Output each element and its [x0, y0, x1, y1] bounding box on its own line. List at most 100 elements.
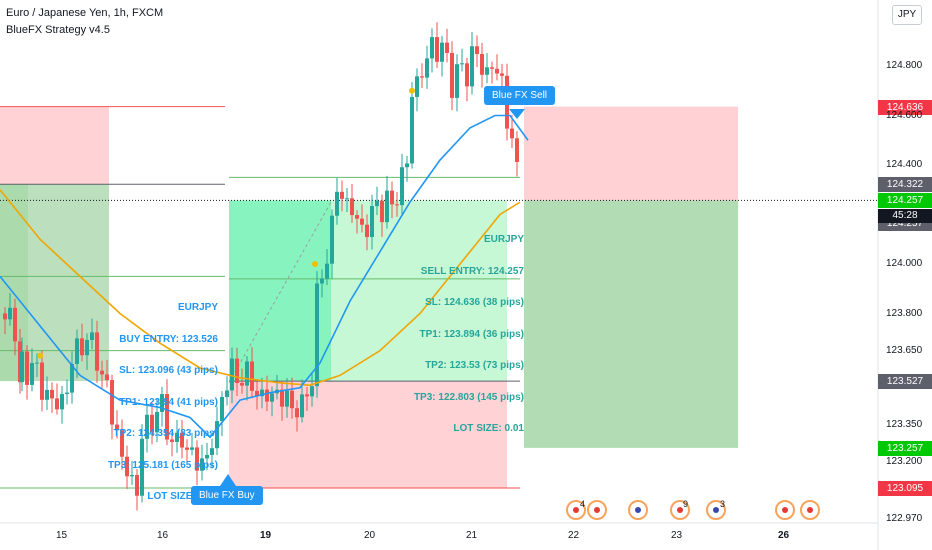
candle-body [90, 332, 94, 341]
candle-body [215, 421, 219, 449]
loss-zone [0, 106, 109, 185]
price-tick-label: 124.400 [886, 159, 923, 170]
candle-body [140, 438, 144, 496]
candle-body [315, 283, 319, 387]
price-tag: 124.257 [878, 193, 932, 209]
signal-dot [312, 261, 318, 267]
candle-body [65, 392, 69, 394]
loss-zone [524, 106, 738, 201]
candle-body [375, 200, 379, 207]
candle-body [110, 380, 114, 425]
sell-stat-line: SL: 124.636 (38 pips) [425, 297, 524, 308]
economic-event-icon[interactable] [800, 500, 820, 520]
symbol-title: Euro / Japanese Yen, 1h, FXCM [6, 7, 164, 19]
candle-body [485, 67, 489, 75]
slow-ema-line [0, 189, 521, 387]
candle-body [220, 397, 224, 422]
candle-body [30, 363, 34, 385]
candle-body [70, 363, 74, 393]
economic-event-icon[interactable] [775, 500, 795, 520]
candle-body [335, 191, 339, 216]
candle-body [200, 458, 204, 471]
candle-body [175, 432, 179, 442]
candle-body [370, 206, 374, 238]
candle-body [115, 424, 119, 431]
candle-body [255, 390, 259, 397]
time-tick-label: 22 [568, 530, 580, 541]
buy-trade-stats: EURJPY BUY ENTRY: 123.526 SL: 123.096 (4… [108, 282, 218, 524]
sell-stat-line: LOT SIZE: 0.01 [453, 423, 524, 434]
candle-body [405, 163, 409, 168]
price-tag: 123.257 [878, 440, 932, 456]
time-tick-label: 15 [56, 530, 68, 541]
candle-body [130, 474, 134, 477]
candle-body [240, 382, 244, 386]
price-tag: 124.322 [878, 177, 932, 193]
profit-zone [229, 200, 331, 382]
buy-signal-label[interactable]: Blue FX Buy [191, 486, 263, 505]
candle-body [455, 64, 459, 98]
economic-event-icon[interactable] [566, 500, 586, 520]
candle-body [55, 398, 59, 410]
candle-body [125, 456, 129, 477]
economic-event-icon[interactable] [628, 500, 648, 520]
price-tag: 124.636 [878, 99, 932, 115]
buy-stat-line: TP1: 123.94 (41 pips) [119, 396, 218, 408]
candle-body [510, 128, 514, 139]
buy-arrow-icon [220, 474, 236, 486]
candle-body [75, 338, 79, 364]
profit-zone [331, 200, 507, 382]
candle-body [20, 351, 24, 383]
price-tick-label: 124.800 [886, 60, 923, 71]
candle-body [495, 68, 499, 74]
candle-body [95, 332, 99, 371]
candle-body [150, 414, 154, 433]
event-count: 3 [720, 499, 726, 509]
candle-body [260, 389, 264, 397]
sell-trade-stats: EURJPY SELL ENTRY: 124.257 SL: 124.636 (… [414, 214, 524, 456]
candle-body [460, 63, 464, 65]
buy-stat-line: TP2: 124.354 (83 pips) [113, 428, 219, 439]
candle-body [390, 190, 394, 205]
candle-body [330, 215, 334, 264]
candle-body [480, 53, 484, 75]
time-tick-label: 21 [466, 530, 478, 541]
candle-body [120, 430, 124, 457]
economic-event-icon[interactable] [706, 500, 726, 520]
candle-body [300, 394, 304, 418]
economic-event-icon[interactable] [670, 500, 690, 520]
strategy-name: BlueFX Strategy v4.5 [6, 24, 110, 36]
time-tick-label: 19 [260, 530, 272, 541]
buy-stat-line: EURJPY [177, 302, 218, 313]
event-count: 9 [683, 499, 689, 509]
candle-body [210, 448, 214, 455]
candle-body [265, 389, 269, 402]
candle-body [385, 190, 389, 223]
currency-button[interactable]: JPY [892, 5, 922, 25]
price-tick-label: 123.650 [886, 344, 923, 356]
candle-body [395, 204, 399, 206]
price-tag: 123.095 [878, 480, 932, 496]
candle-body [400, 167, 404, 206]
candle-body [105, 374, 109, 381]
candle-body [515, 138, 519, 162]
candle-body [225, 390, 229, 398]
sell-signal-label[interactable]: Blue FX Sell [484, 86, 556, 105]
candle-body [135, 474, 139, 496]
candle-body [410, 96, 414, 164]
economic-event-icon[interactable] [587, 500, 607, 520]
candle-body [465, 63, 469, 87]
candle-body [290, 390, 294, 409]
candle-body [285, 390, 289, 407]
candle-body [420, 76, 424, 78]
candle-body [170, 439, 174, 442]
candle-body [80, 338, 84, 356]
candle-body [425, 58, 429, 78]
price-tick-label: 124.600 [886, 109, 923, 121]
candle-body [450, 52, 454, 98]
buy-stat-line: TP3: 125.181 (165 pips) [107, 459, 218, 471]
candle-body [40, 362, 44, 400]
price-tag: 123.527 [878, 374, 932, 390]
